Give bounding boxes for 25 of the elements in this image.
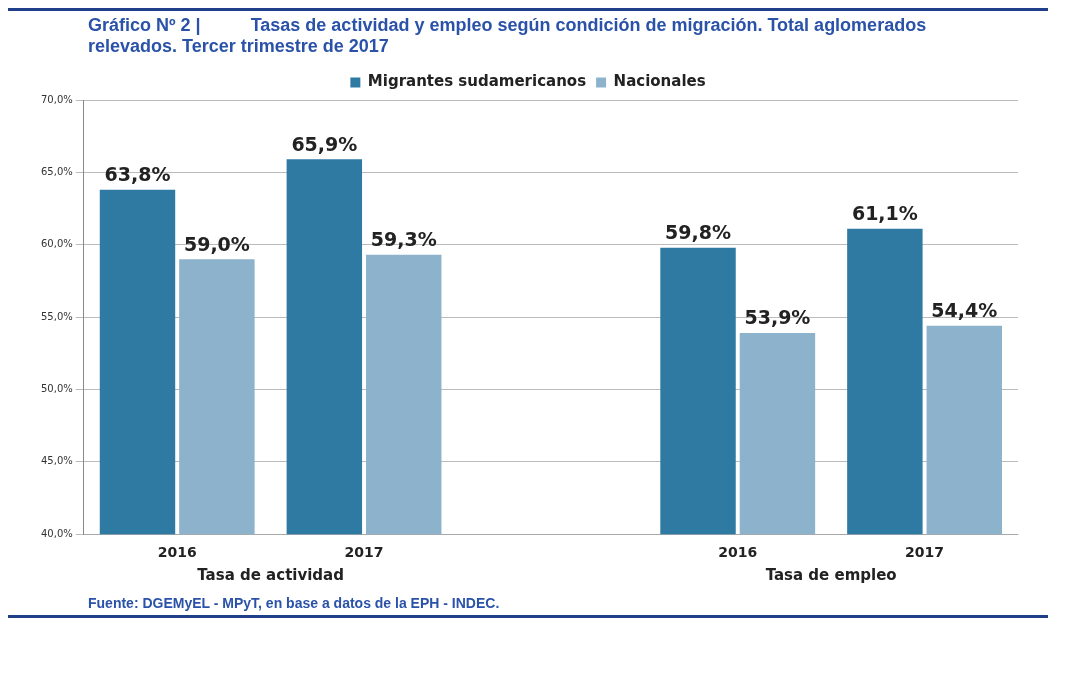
data-label: 59,3% [370,228,437,251]
legend-label: Nacionales [613,72,706,91]
y-tick-label: 50,0% [40,383,73,395]
x-tick-label: 2017 [905,544,945,561]
data-label: 54,4% [931,299,998,322]
text: Tasa de empleo [765,566,897,585]
y-tick-label: 60,0% [40,238,73,250]
data-label: 65,9% [291,132,358,155]
legend-label: Migrantes sudamericanos [367,72,587,91]
y-tick-label: 70,0% [40,93,73,105]
x-tick-label: 2017 [344,544,384,561]
source-note: Fuente: DGEMyEL - MPyT, en base a datos de la EPH - INDEC. [8,591,1048,618]
x-tick-label: 2016 [157,544,197,561]
chart-title: Gráfico Nº 2 | Tasas de actividad y empleo según condición de migración. Total aglomerados relevados. Tercer trimestre de 2017 [8,8,1048,61]
data-label: 53,9% [744,306,811,329]
x-tick-label: 2016 [718,544,758,561]
data-label: 61,1% [851,202,918,225]
text: Tasa de actividad [197,566,344,585]
data-label: 59,8% [665,221,731,244]
data-label: 59,0% [183,232,250,255]
y-tick-label: 55,0% [40,310,73,322]
data-label: 63,8% [104,163,171,186]
y-tick-label: 45,0% [40,455,73,467]
y-tick-label: 65,0% [40,165,73,177]
y-tick-label: 40,0% [40,527,73,539]
